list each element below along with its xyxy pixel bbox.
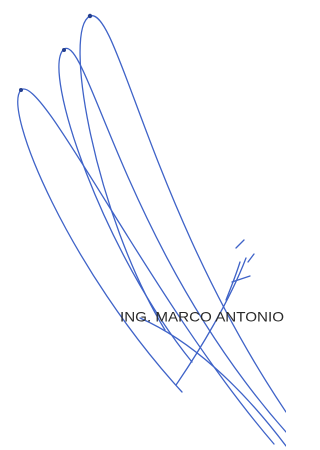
signature-stroke <box>236 240 254 262</box>
signature-stroke <box>140 318 286 446</box>
pen-dot <box>88 14 92 18</box>
signature-loop <box>80 16 286 412</box>
signature-loop <box>18 89 274 444</box>
signature-loop <box>59 48 286 432</box>
page: ING. MARCO ANTONIO (() => { const data =… <box>0 0 286 450</box>
signer-name: ING. MARCO ANTONIO <box>120 309 284 325</box>
signature-page: ING. MARCO ANTONIO <box>0 0 286 450</box>
pen-dot <box>62 48 66 52</box>
signature-strokes <box>18 14 286 446</box>
pen-dot <box>19 88 23 92</box>
